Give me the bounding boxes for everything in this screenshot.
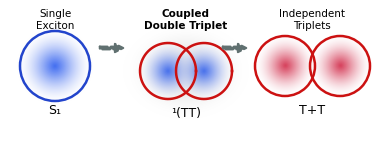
Text: ¹(TT): ¹(TT) [171,107,201,121]
FancyArrowPatch shape [100,44,123,52]
Text: Independent
Triplets: Independent Triplets [279,9,345,31]
Text: T+T: T+T [299,104,325,117]
Text: Coupled
Double Triplet: Coupled Double Triplet [144,9,228,31]
FancyArrowPatch shape [223,44,246,52]
Text: Single
Exciton: Single Exciton [36,9,74,31]
Text: S₁: S₁ [48,104,62,117]
